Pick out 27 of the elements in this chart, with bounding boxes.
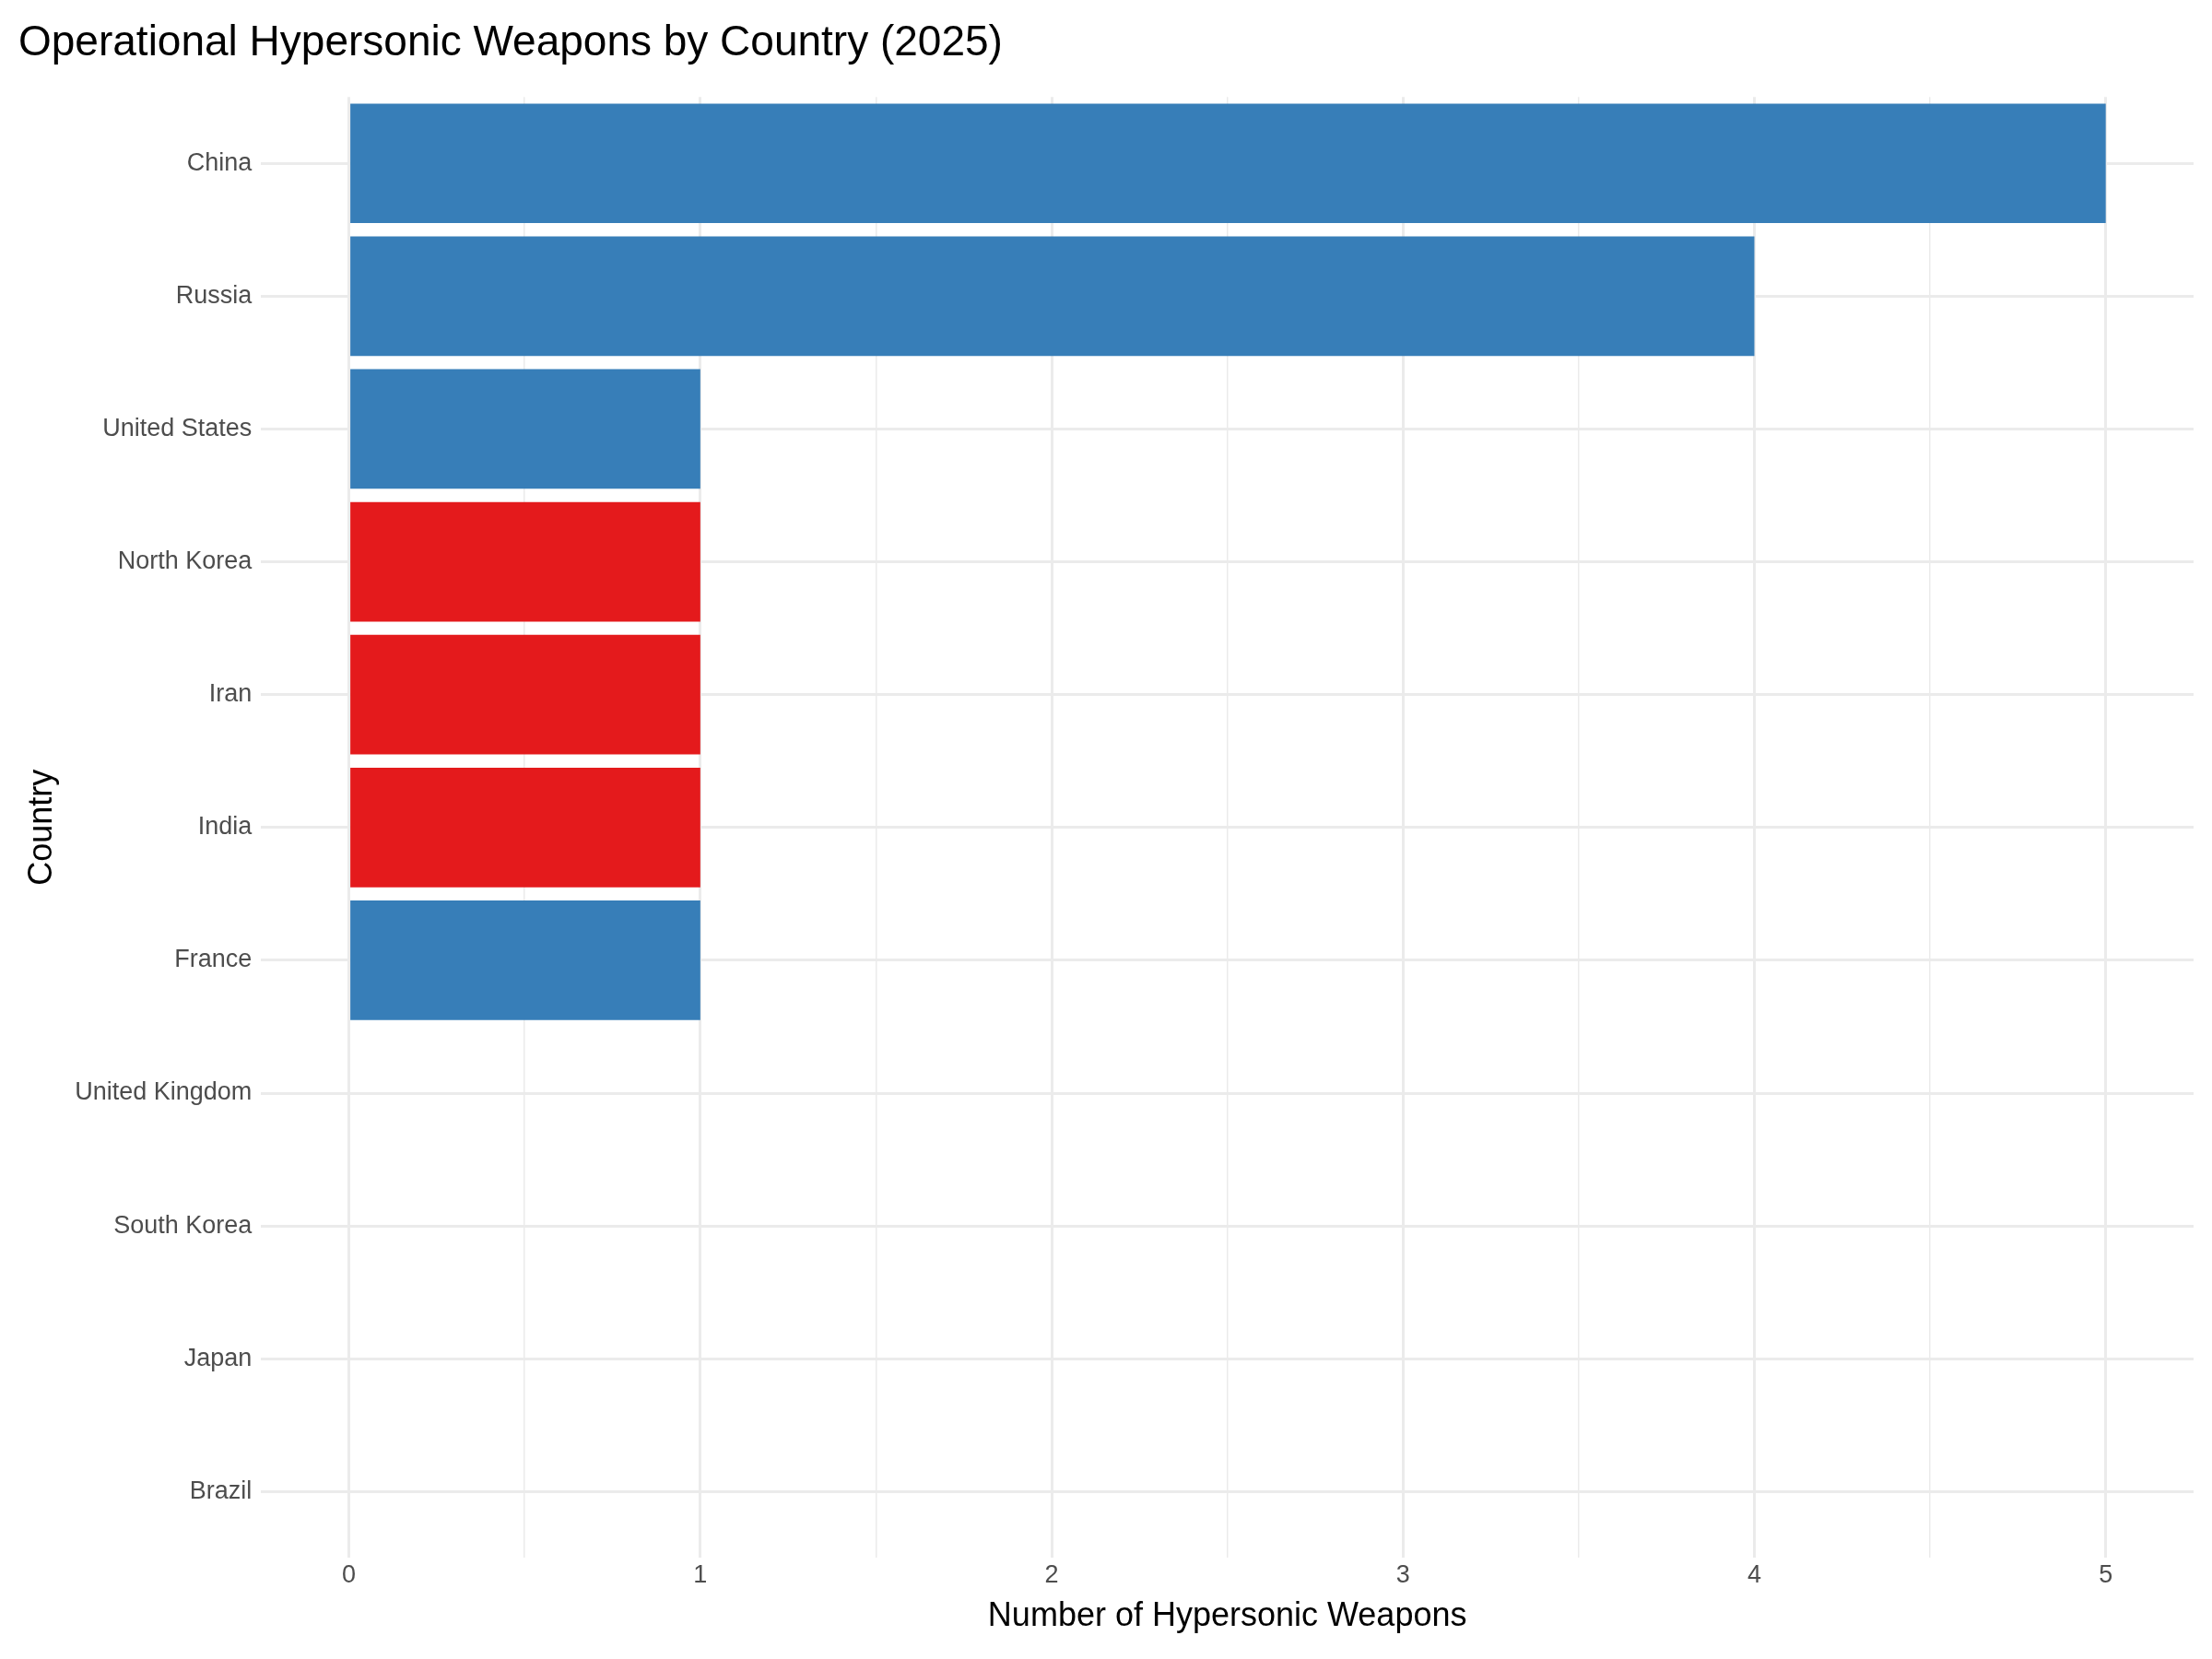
y-tick-label: France xyxy=(174,945,253,973)
x-axis-title: Number of Hypersonic Weapons xyxy=(987,1595,1467,1634)
y-tick-label: North Korea xyxy=(117,547,253,575)
y-tick-label: Brazil xyxy=(189,1476,253,1504)
x-tick-label: 0 xyxy=(342,1560,357,1589)
y-axis-title: Country xyxy=(20,769,59,886)
bar xyxy=(350,369,700,489)
y-tick-label: Russia xyxy=(175,280,253,309)
bar xyxy=(350,900,700,1020)
bar xyxy=(350,767,700,888)
y-tick-label: Japan xyxy=(183,1343,253,1371)
bar xyxy=(350,103,2106,224)
y-tick-label: China xyxy=(186,147,253,176)
y-tick-label: Iran xyxy=(208,679,253,708)
x-tick-label: 5 xyxy=(2099,1560,2113,1589)
y-tick-label: United States xyxy=(102,413,253,441)
x-tick-label: 1 xyxy=(693,1560,708,1589)
bar xyxy=(350,236,1755,357)
bar xyxy=(350,501,700,622)
y-tick-label: South Korea xyxy=(113,1210,253,1239)
x-tick-label: 2 xyxy=(1044,1560,1059,1589)
y-tick-label: India xyxy=(197,812,253,841)
x-tick-label: 4 xyxy=(1747,1560,1761,1589)
x-tick-label: 3 xyxy=(1395,1560,1410,1589)
bar xyxy=(350,634,700,755)
chart-title: Operational Hypersonic Weapons by Country (2025) xyxy=(18,17,1003,65)
y-tick-label: United Kingdom xyxy=(75,1077,253,1106)
